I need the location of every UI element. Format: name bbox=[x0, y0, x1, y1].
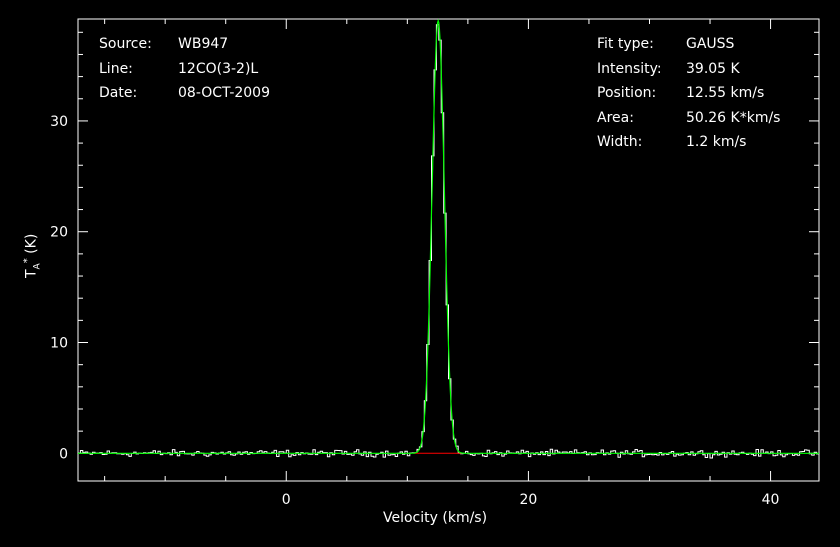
info-right-value: GAUSS bbox=[686, 36, 735, 52]
info-left-key: Source: bbox=[99, 36, 152, 52]
info-right-value: 50.26 K*km/s bbox=[686, 109, 781, 126]
plot-frame bbox=[77, 18, 820, 482]
x-tick-label: 0 bbox=[282, 492, 291, 508]
info-left-value: WB947 bbox=[178, 36, 229, 52]
y-tick-label: 30 bbox=[50, 114, 68, 130]
info-right-key: Position: bbox=[597, 85, 657, 102]
info-right-key: Intensity: bbox=[597, 60, 662, 77]
info-right-value: 12.55 km/s bbox=[686, 85, 765, 102]
x-tick-label: 40 bbox=[762, 492, 780, 508]
info-right-key: Fit type: bbox=[597, 36, 654, 52]
y-axis-label: TA* (K) bbox=[22, 233, 43, 278]
info-left-value: 12CO(3-2)L bbox=[178, 60, 259, 77]
gaussian-fit-line bbox=[78, 18, 819, 454]
info-right-value: 39.05 K bbox=[686, 60, 740, 77]
info-left-value: 08-OCT-2009 bbox=[178, 85, 270, 102]
info-right-key: Area: bbox=[597, 109, 634, 126]
y-tick-label: 0 bbox=[59, 446, 68, 462]
x-tick-label: 20 bbox=[519, 492, 537, 508]
info-left-key: Date: bbox=[99, 85, 138, 102]
info-left-key: Line: bbox=[99, 60, 133, 77]
x-axis-label: Velocity (km/s) bbox=[383, 510, 488, 526]
info-right-value: 1.2 km/s bbox=[686, 134, 747, 151]
y-tick-label: 20 bbox=[50, 225, 68, 241]
info-right-key: Width: bbox=[597, 134, 643, 151]
y-tick-label: 10 bbox=[50, 336, 68, 352]
